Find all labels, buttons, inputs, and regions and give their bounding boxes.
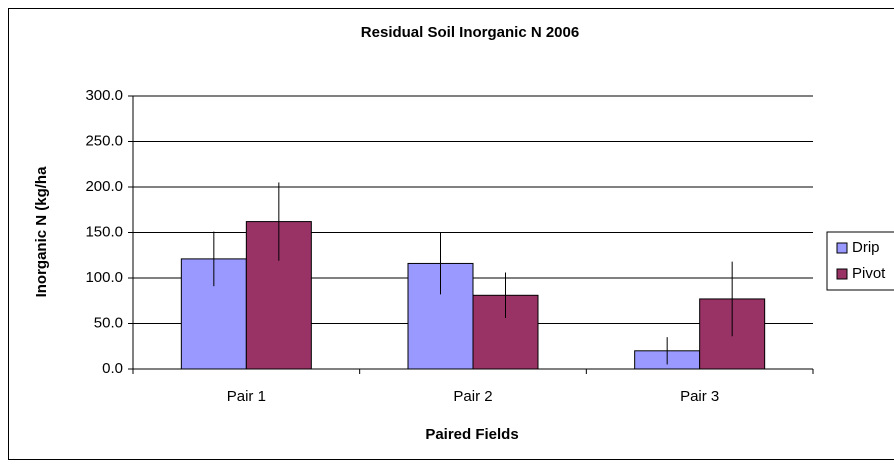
y-tick-label: 100.0 xyxy=(85,269,123,286)
y-tick-label: 250.0 xyxy=(85,132,123,149)
y-tick-label: 50.0 xyxy=(94,314,123,331)
x-tick-label: Pair 3 xyxy=(680,388,719,405)
legend-swatch xyxy=(836,268,848,280)
x-tick-label: Pair 1 xyxy=(227,388,266,405)
y-tick-label: 300.0 xyxy=(85,87,123,104)
legend-swatch xyxy=(836,242,848,254)
y-tick-label: 150.0 xyxy=(85,223,123,240)
y-tick-label: 0.0 xyxy=(102,360,123,377)
x-tick-label: Pair 2 xyxy=(453,388,492,405)
y-axis-label: Inorganic N (kg/ha xyxy=(33,166,50,298)
legend-box xyxy=(826,231,894,291)
chart-title: Residual Soil Inorganic N 2006 xyxy=(361,24,579,41)
legend-label: Drip xyxy=(852,239,880,256)
y-tick-label: 200.0 xyxy=(85,178,123,195)
x-axis-label: Paired Fields xyxy=(425,426,518,443)
legend-label: Pivot xyxy=(852,265,886,282)
